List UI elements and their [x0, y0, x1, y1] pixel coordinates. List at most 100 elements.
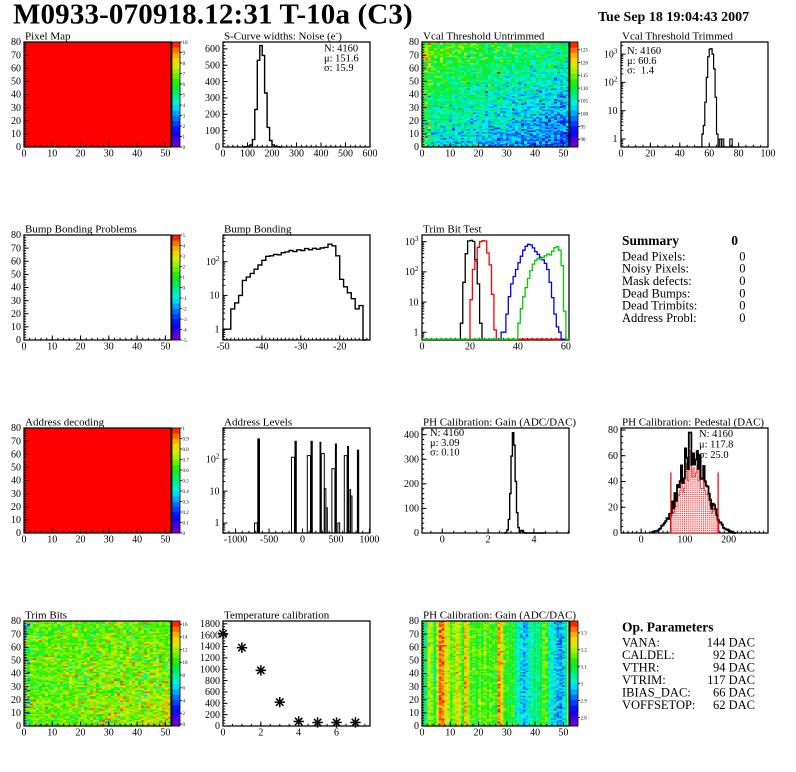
svg-text:0: 0	[221, 728, 226, 739]
svg-text:M0933-070918.12:31 T-10a (C3): M0933-070918.12:31 T-10a (C3)	[13, 0, 413, 30]
svg-text:60: 60	[11, 642, 21, 653]
svg-text:10: 10	[11, 322, 21, 333]
svg-text:60: 60	[561, 342, 571, 353]
svg-text:40: 40	[11, 283, 21, 294]
svg-text:80: 80	[11, 37, 21, 48]
svg-text:0: 0	[22, 342, 27, 353]
svg-text:1000: 1000	[359, 535, 379, 546]
svg-text:0: 0	[414, 142, 419, 153]
svg-text:0: 0	[639, 535, 644, 546]
svg-text:N: 4160: N: 4160	[627, 46, 661, 57]
svg-text:50: 50	[160, 728, 170, 739]
svg-text:115: 115	[581, 74, 589, 79]
svg-text:Address decoding: Address decoding	[25, 417, 105, 429]
svg-text:0: 0	[731, 233, 738, 248]
svg-text:300: 300	[289, 149, 304, 160]
svg-text:0.7: 0.7	[183, 458, 190, 463]
svg-text:125: 125	[581, 48, 589, 53]
svg-text:40: 40	[132, 342, 142, 353]
svg-text:1800: 1800	[200, 619, 220, 630]
svg-text:100: 100	[581, 113, 589, 118]
svg-text:100: 100	[240, 149, 255, 160]
svg-text:0: 0	[22, 728, 27, 739]
svg-text:0: 0	[183, 532, 186, 537]
svg-text:σ: 15.9: σ: 15.9	[324, 63, 354, 74]
svg-text:0: 0	[420, 342, 425, 353]
svg-text:90: 90	[581, 138, 587, 143]
svg-text:40: 40	[608, 477, 618, 488]
svg-text:1400: 1400	[200, 642, 220, 653]
svg-text:60: 60	[11, 449, 21, 460]
svg-text:1: 1	[215, 518, 220, 529]
svg-text:10: 10	[445, 728, 455, 739]
svg-text:66 DAC: 66 DAC	[713, 686, 755, 700]
svg-text:50: 50	[409, 77, 419, 88]
svg-text:92 DAC: 92 DAC	[713, 648, 755, 662]
svg-text:10: 10	[47, 535, 57, 546]
svg-text:Noisy Pixels:: Noisy Pixels:	[622, 262, 689, 276]
svg-text:10: 10	[47, 149, 57, 160]
svg-text:4: 4	[183, 104, 186, 109]
svg-text:σ: 25.0: σ: 25.0	[699, 450, 729, 461]
svg-text:50: 50	[11, 270, 21, 281]
svg-text:10: 10	[183, 41, 189, 46]
svg-text:μ: 3.09: μ: 3.09	[430, 438, 460, 449]
svg-text:60: 60	[409, 63, 419, 74]
svg-text:0.2: 0.2	[183, 511, 190, 516]
svg-text:Mask defects:: Mask defects:	[622, 274, 692, 288]
svg-text:20: 20	[645, 149, 655, 160]
svg-text:2.8: 2.8	[581, 716, 588, 721]
svg-text:-4: -4	[183, 328, 188, 333]
svg-text:3: 3	[183, 114, 186, 119]
svg-text:20: 20	[465, 342, 475, 353]
svg-text:40: 40	[675, 149, 685, 160]
svg-text:60: 60	[608, 451, 618, 462]
svg-text:5: 5	[183, 234, 186, 239]
svg-text:110: 110	[581, 87, 589, 92]
svg-text:30: 30	[104, 342, 114, 353]
svg-text:8: 8	[183, 62, 186, 67]
svg-text:-1000: -1000	[224, 535, 247, 546]
svg-text:70: 70	[409, 50, 419, 61]
svg-text:600: 600	[205, 687, 220, 698]
svg-text:70: 70	[11, 436, 21, 447]
svg-text:20: 20	[474, 149, 484, 160]
svg-text:20: 20	[76, 728, 86, 739]
svg-text:PH Calibration: Pedestal (DAC): PH Calibration: Pedestal (DAC)	[622, 417, 764, 429]
svg-text:0: 0	[300, 535, 305, 546]
svg-text:0: 0	[619, 149, 624, 160]
svg-text:20: 20	[11, 695, 21, 706]
svg-text:1000: 1000	[200, 664, 220, 675]
svg-text:500: 500	[205, 60, 220, 71]
svg-text:0: 0	[215, 142, 220, 153]
svg-text:0.6: 0.6	[183, 469, 190, 474]
svg-text:N: 4160: N: 4160	[430, 428, 464, 439]
svg-text:Vcal Threshold Untrimmed: Vcal Threshold Untrimmed	[423, 31, 545, 43]
svg-text:100: 100	[677, 535, 692, 546]
svg-text:10: 10	[210, 486, 220, 497]
svg-text:20: 20	[11, 502, 21, 513]
svg-text:80: 80	[409, 37, 419, 48]
svg-text:70: 70	[11, 50, 21, 61]
svg-text:PH Calibration: Gain (ADC/DAC): PH Calibration: Gain (ADC/DAC)	[423, 417, 576, 429]
svg-text:σ: 0.10: σ: 0.10	[430, 448, 460, 459]
svg-text:Trim Bits: Trim Bits	[25, 610, 67, 622]
svg-text:20: 20	[76, 342, 86, 353]
svg-text:144 DAC: 144 DAC	[707, 635, 755, 649]
svg-text:0: 0	[440, 535, 445, 546]
svg-text:0: 0	[739, 311, 745, 325]
svg-text:50: 50	[409, 656, 419, 667]
svg-text:3: 3	[183, 255, 186, 260]
svg-text:20: 20	[76, 149, 86, 160]
svg-text:80: 80	[409, 616, 419, 627]
svg-text:μ: 60.6: μ: 60.6	[627, 56, 657, 67]
svg-text:500: 500	[338, 149, 353, 160]
svg-text:40: 40	[11, 669, 21, 680]
svg-text:2: 2	[486, 535, 491, 546]
svg-text:80: 80	[608, 425, 618, 436]
svg-text:100: 100	[205, 126, 220, 137]
svg-text:-2: -2	[183, 307, 188, 312]
svg-text:5: 5	[183, 93, 186, 98]
svg-text:80: 80	[11, 423, 21, 434]
svg-text:0.4: 0.4	[183, 490, 190, 495]
